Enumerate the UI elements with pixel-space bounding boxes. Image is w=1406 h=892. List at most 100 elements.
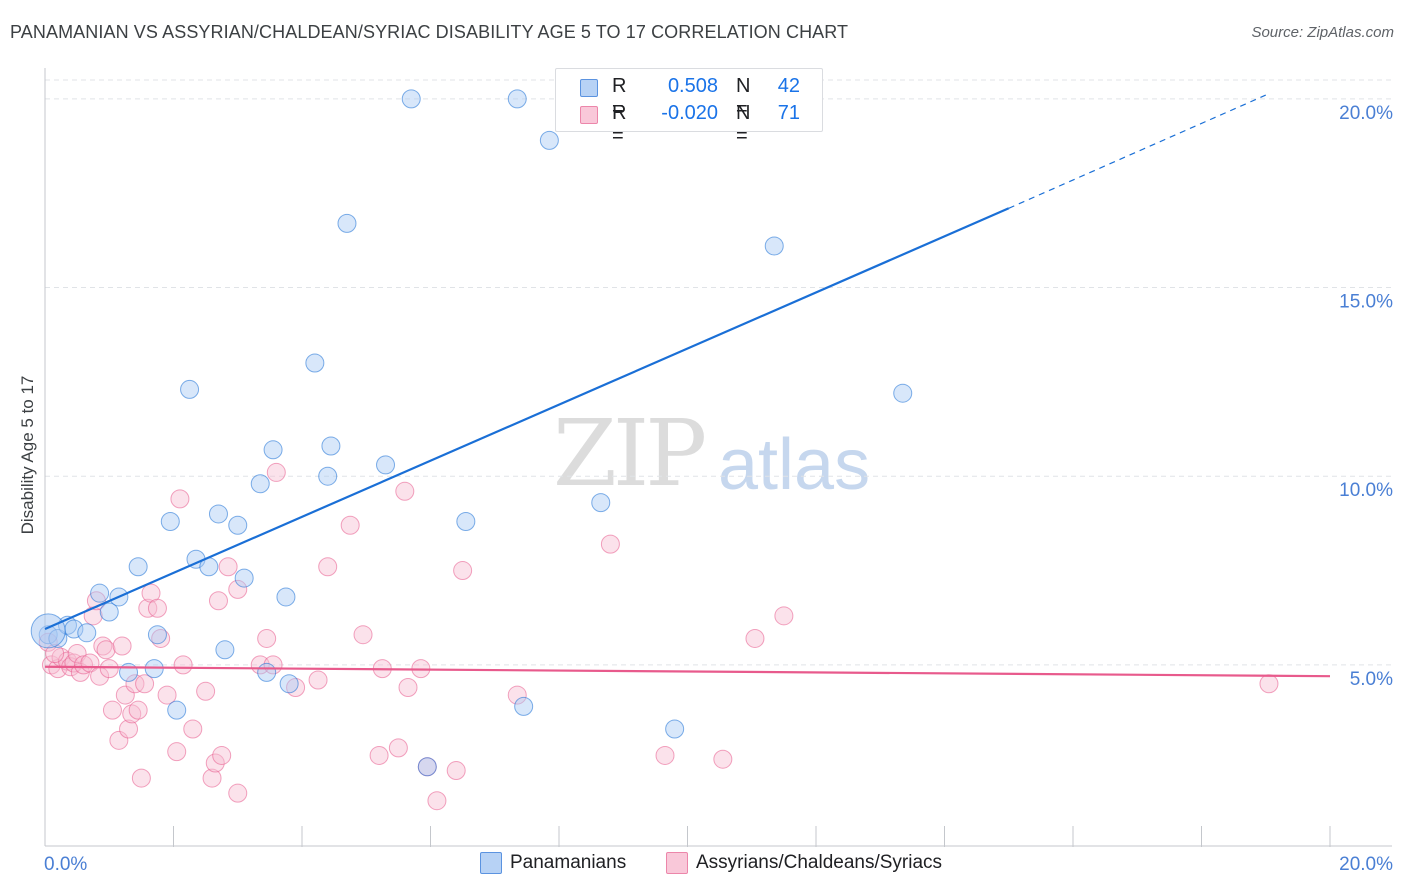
y-tick-label: 20.0% bbox=[1339, 103, 1393, 124]
trend-line-panamanians-extension bbox=[1008, 94, 1266, 209]
point-panamanian bbox=[99, 602, 119, 622]
trend-lines bbox=[44, 94, 1331, 678]
point-assyrian bbox=[74, 655, 94, 675]
y-tick-label: 10.0% bbox=[1339, 480, 1393, 501]
point-assyrian bbox=[774, 606, 794, 626]
point-panamanian bbox=[257, 662, 277, 682]
point-assyrian bbox=[67, 644, 87, 664]
point-assyrian bbox=[202, 768, 222, 788]
point-panamanian bbox=[591, 493, 611, 513]
point-assyrian bbox=[427, 791, 447, 811]
point-assyrian bbox=[369, 745, 389, 765]
point-assyrian bbox=[600, 534, 620, 554]
point-panamanian bbox=[77, 623, 97, 643]
point-panamanian bbox=[401, 89, 421, 109]
point-assyrian bbox=[196, 681, 216, 701]
point-assyrian bbox=[1259, 674, 1279, 694]
point-assyrian bbox=[745, 628, 765, 648]
point-assyrian bbox=[96, 640, 116, 660]
point-assyrian bbox=[340, 515, 360, 535]
bottom-legend-swatch-pink bbox=[666, 852, 688, 874]
point-panamanian bbox=[250, 474, 270, 494]
bottom-legend-swatch-blue bbox=[480, 852, 502, 874]
point-assyrian bbox=[183, 719, 203, 739]
legend-r-value: 0.508 bbox=[667, 75, 718, 97]
point-assyrian bbox=[446, 761, 466, 781]
trend-line-assyrians bbox=[44, 665, 1331, 678]
legend-n-value: 71 bbox=[777, 102, 800, 124]
point-panamanian bbox=[160, 511, 180, 531]
legend-r-label: R = bbox=[612, 75, 627, 120]
axis-labels: 5.0% 10.0% 15.0% 20.0% 0.0% 20.0% Disability A… bbox=[18, 103, 1393, 875]
point-assyrian bbox=[102, 700, 122, 720]
point-panamanian bbox=[234, 568, 254, 588]
point-panamanian bbox=[318, 466, 338, 486]
point-panamanian bbox=[321, 436, 341, 456]
point-assyrian bbox=[138, 598, 158, 618]
y-tick-label: 5.0% bbox=[1350, 669, 1393, 690]
point-assyrian bbox=[135, 674, 155, 694]
point-panamanian bbox=[665, 719, 685, 739]
point-panamanian bbox=[539, 130, 559, 150]
point-assyrian bbox=[173, 655, 193, 675]
y-axis-title: Disability Age 5 to 17 bbox=[18, 376, 37, 535]
point-assyrian bbox=[119, 719, 139, 739]
point-assyrian bbox=[151, 628, 171, 648]
point-panamanian bbox=[276, 587, 296, 607]
point-assyrian bbox=[286, 678, 306, 698]
bottom-legend-label: Assyrians/Chaldeans/Syriacs bbox=[696, 852, 943, 873]
y-tick-label: 15.0% bbox=[1339, 292, 1393, 313]
trend-line-panamanians bbox=[44, 207, 1010, 631]
point-panamanian bbox=[764, 236, 784, 256]
point-panamanian bbox=[514, 696, 534, 716]
point-assyrian bbox=[147, 598, 167, 618]
point-panamanian bbox=[119, 662, 139, 682]
watermark-atlas: atlas bbox=[718, 425, 871, 505]
point-assyrian bbox=[308, 670, 328, 690]
source-credit: Source: ZipAtlas.com bbox=[1251, 24, 1394, 41]
point-panamanian bbox=[507, 89, 527, 109]
point-assyrian bbox=[205, 753, 225, 773]
point-panamanian bbox=[337, 213, 357, 233]
point-panamanian bbox=[128, 557, 148, 577]
point-panamanian bbox=[208, 504, 228, 524]
point-panamanian bbox=[417, 757, 437, 777]
bottom-legend-label: Panamanians bbox=[510, 852, 627, 873]
point-assyrian bbox=[131, 768, 151, 788]
series-panamanians-points bbox=[30, 89, 913, 777]
legend-r-value: -0.020 bbox=[661, 102, 718, 124]
point-panamanian bbox=[215, 640, 235, 660]
point-panamanian bbox=[147, 625, 167, 645]
point-assyrian bbox=[353, 625, 373, 645]
x-tick-label-max: 20.0% bbox=[1339, 854, 1393, 875]
point-panamanian bbox=[30, 613, 66, 649]
x-tick-label-min: 0.0% bbox=[44, 854, 87, 875]
point-assyrian bbox=[228, 579, 248, 599]
point-panamanian bbox=[263, 440, 283, 460]
point-assyrian bbox=[395, 481, 415, 501]
point-assyrian bbox=[318, 557, 338, 577]
point-assyrian bbox=[122, 704, 142, 724]
point-panamanian bbox=[376, 455, 396, 475]
point-assyrian bbox=[167, 742, 187, 762]
correlation-legend: R = 0.508 N = 42 R = -0.020 N = 71 bbox=[555, 68, 823, 147]
legend-r-label: R = bbox=[612, 102, 627, 147]
point-assyrian bbox=[93, 636, 113, 656]
point-panamanian bbox=[279, 674, 299, 694]
point-assyrian bbox=[218, 557, 238, 577]
point-panamanian bbox=[456, 511, 476, 531]
point-assyrian bbox=[99, 659, 119, 679]
point-assyrian bbox=[157, 685, 177, 705]
point-assyrian bbox=[212, 745, 232, 765]
point-assyrian bbox=[170, 489, 190, 509]
point-assyrian bbox=[128, 700, 148, 720]
point-assyrian bbox=[398, 678, 418, 698]
point-assyrian bbox=[453, 561, 473, 581]
point-assyrian bbox=[257, 628, 277, 648]
point-assyrian bbox=[388, 738, 408, 758]
chart-title: PANAMANIAN VS ASSYRIAN/CHALDEAN/SYRIAC D… bbox=[10, 22, 849, 42]
watermark-zip: ZIP bbox=[553, 400, 707, 507]
point-panamanian bbox=[167, 700, 187, 720]
point-panamanian bbox=[893, 383, 913, 403]
